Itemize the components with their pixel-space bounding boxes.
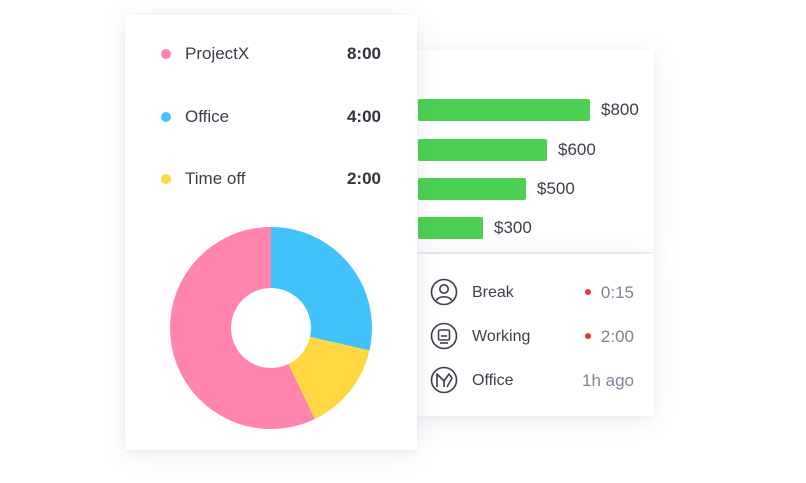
legend-name: Office [185,107,230,126]
user-circle-icon [430,278,458,306]
legend-color-dot [161,112,171,122]
legend-time: 2:00 [346,169,381,188]
status-row-office[interactable]: Office 1h ago [430,366,634,396]
bar-label: $800 [601,100,639,119]
earnings-bar-card: $800 $600 $500 $300 [408,50,654,252]
status-label: Office [472,372,514,389]
legend-color-dot [161,174,171,184]
status-label: Break [472,284,514,301]
legend-color-dot [161,49,171,59]
status-row-working[interactable]: Working 2:00 [430,322,634,352]
bar [418,217,483,239]
time-summary-card: ProjectX 8:00 Office 4:00 Time off 2:00 [125,15,417,450]
office-logo-icon [430,366,458,394]
bar [418,178,526,200]
legend-row-time-off: Time off 2:00 [161,167,381,191]
status-value: 1h ago [582,371,634,390]
donut-slice-office [271,227,372,351]
status-card: Break 0:15 Working 2:00 Office 1h ago [408,254,654,416]
bar [418,139,547,161]
donut-chart [169,227,372,429]
bar-label: $300 [494,218,532,237]
status-row-break[interactable]: Break 0:15 [430,278,634,308]
legend-time: 4:00 [346,107,381,126]
monitor-circle-icon [430,322,458,350]
donut-slice-projectx [169,227,315,429]
bar-label: $500 [537,179,575,198]
bar-label: $600 [558,140,596,159]
legend-name: ProjectX [185,44,250,63]
legend-name: Time off [185,169,246,188]
legend-row-office: Office 4:00 [161,105,381,129]
status-label: Working [472,328,531,345]
status-indicator-dot [585,289,591,295]
donut-slice-time-off [288,336,370,419]
bar [418,99,590,121]
status-value: 0:15 [600,283,634,302]
status-indicator-dot [585,333,591,339]
legend-time: 8:00 [346,44,381,63]
status-value: 2:00 [600,327,634,346]
legend-row-projectx: ProjectX 8:00 [161,42,381,66]
